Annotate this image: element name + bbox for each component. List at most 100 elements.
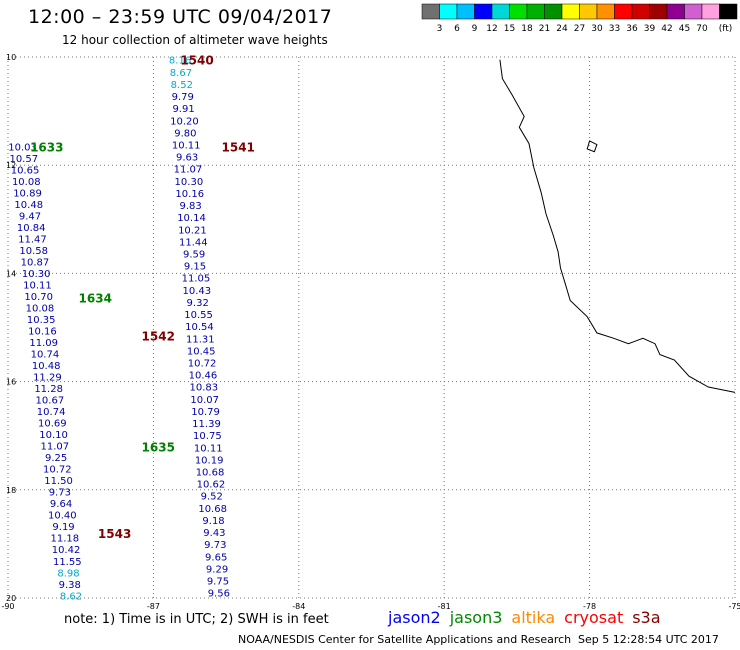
legend-label: 21 (539, 24, 550, 34)
wave-height-value: 9.43 (203, 528, 225, 539)
legend-label: 18 (521, 24, 533, 34)
wave-height-value: 10.70 (24, 292, 53, 303)
wave-height-value: 8.67 (170, 68, 192, 79)
wave-height-value: 9.59 (183, 249, 205, 260)
wave-height-value: 10.40 (48, 511, 77, 522)
wave-height-value: 10.45 (187, 346, 216, 357)
wave-height-value: 10.48 (32, 361, 61, 372)
legend-swatch (509, 3, 528, 20)
wave-height-value: 10.11 (194, 443, 223, 454)
wave-height-value: 9.64 (50, 499, 72, 510)
lon-tick-label: -90 (1, 602, 14, 611)
wave-height-value: 10.10 (39, 430, 68, 441)
map-grid (7, 56, 736, 599)
coastline (499, 59, 736, 393)
wave-height-value: 9.29 (206, 564, 228, 575)
wave-height-value: 11.50 (44, 476, 73, 487)
legend-label: 12 (486, 24, 497, 34)
wave-height-value: 9.38 (59, 580, 81, 591)
wave-height-value: 9.65 (205, 552, 227, 563)
wave-height-value: 10.68 (196, 467, 225, 478)
wave-height-value: 10.11 (172, 140, 201, 151)
satellite-altika: altika (511, 608, 556, 627)
lat-tick-label: 20 (6, 594, 16, 603)
wave-height-value: 10.43 (182, 286, 211, 297)
page-title: 12:00 – 23:59 UTC 09/04/2017 (28, 6, 333, 28)
wave-height-value: 8.52 (171, 80, 193, 91)
wave-height-value: 9.91 (172, 104, 194, 115)
wave-height-value: 10.84 (17, 223, 46, 234)
wave-height-value: 11.18 (50, 534, 79, 545)
wave-height-value: 10.69 (38, 419, 67, 430)
wave-height-value: 8.62 (60, 591, 82, 602)
wave-height-value: 10.79 (191, 407, 220, 418)
wave-height-value: 10.07 (190, 395, 219, 406)
wave-height-tracks: 8.168.678.529.799.9110.209.8010.119.6311… (8, 56, 230, 603)
pass-number-label: 1541 (222, 140, 255, 154)
wave-height-value: 10.58 (19, 246, 48, 257)
legend-label: 70 (696, 24, 708, 34)
wave-height-value: 10.48 (14, 200, 43, 211)
page-subtitle: 12 hour collection of altimeter wave hei… (62, 33, 328, 47)
wave-height-value: 9.56 (208, 589, 230, 600)
credit-text: NOAA/NESDIS Center for Satellite Applica… (238, 633, 572, 646)
wave-height-value: 10.20 (170, 116, 199, 127)
satellite-jason2: jason2 (388, 608, 441, 627)
wave-height-value: 8.16 (169, 56, 191, 67)
wave-height-value: 9.79 (172, 92, 194, 103)
footer-note: note: 1) Time is in UTC; 2) SWH is in fe… (64, 612, 329, 627)
wave-height-value: 10.08 (26, 303, 55, 314)
wave-height-value: 10.74 (31, 350, 60, 361)
legend-label: 27 (574, 24, 585, 34)
lon-tick-label: -84 (292, 602, 305, 611)
wave-height-value: 10.08 (12, 177, 41, 188)
wave-height-value: 10.83 (190, 383, 219, 394)
wave-height-value: 10.16 (28, 326, 57, 337)
legend-label: 30 (591, 24, 603, 34)
timestamp: Sep 5 12:28:54 UTC 2017 (578, 633, 719, 646)
wave-height-value: 10.54 (185, 322, 214, 333)
wave-height-value: 9.75 (207, 576, 229, 587)
lat-tick-label: 10 (6, 53, 16, 62)
wave-height-value: 10.72 (188, 358, 217, 369)
satellite-legend: jason2 jason3 altika cryosat s3a (388, 608, 670, 627)
wave-height-value: 9.18 (202, 516, 224, 527)
legend-swatch (649, 3, 668, 20)
wave-height-value: 9.73 (204, 540, 226, 551)
wave-height-value: 10.14 (177, 213, 206, 224)
pass-number-label: 1634 (79, 292, 112, 306)
wave-height-value: 9.47 (19, 211, 41, 222)
wave-height-value: 11.07 (174, 165, 203, 176)
legend-label: 42 (661, 24, 672, 34)
wave-height-value: 8.98 (57, 568, 79, 579)
legend-swatch (701, 3, 720, 20)
lat-tick-label: 16 (6, 378, 16, 387)
wave-height-value: 11.31 (186, 334, 215, 345)
legend-label: 36 (626, 24, 638, 34)
lon-tick-label: -75 (728, 602, 740, 611)
lat-tick-label: 18 (6, 486, 16, 495)
tick-labels: -90 -87 -84 -81 -78 -75 10 12 14 16 18 20 (1, 53, 740, 611)
wave-height-value: 10.30 (175, 177, 204, 188)
wave-height-value: 10.11 (23, 280, 52, 291)
wave-height-value: 10.65 (11, 165, 40, 176)
wave-height-value: 10.57 (9, 154, 38, 165)
legend-label: 15 (504, 24, 515, 34)
legend-swatch (579, 3, 598, 20)
wave-height-value: 10.74 (37, 407, 66, 418)
wave-height-value: 10.42 (52, 545, 81, 556)
wave-height-value: 9.19 (52, 522, 74, 533)
wave-height-value: 9.73 (49, 488, 71, 499)
wave-height-value: 11.28 (34, 384, 63, 395)
legend-label: 39 (644, 24, 656, 34)
wave-height-value: 9.83 (179, 201, 201, 212)
pass-number-label: 1633 (30, 140, 63, 154)
wave-height-value: 9.80 (174, 128, 196, 139)
lat-tick-label: 14 (6, 269, 16, 278)
wave-height-value: 9.63 (176, 153, 198, 164)
satellite-s3a: s3a (632, 608, 661, 627)
wave-height-value: 10.35 (27, 315, 56, 326)
legend-swatch (614, 3, 633, 20)
wave-height-value: 10.75 (193, 431, 222, 442)
